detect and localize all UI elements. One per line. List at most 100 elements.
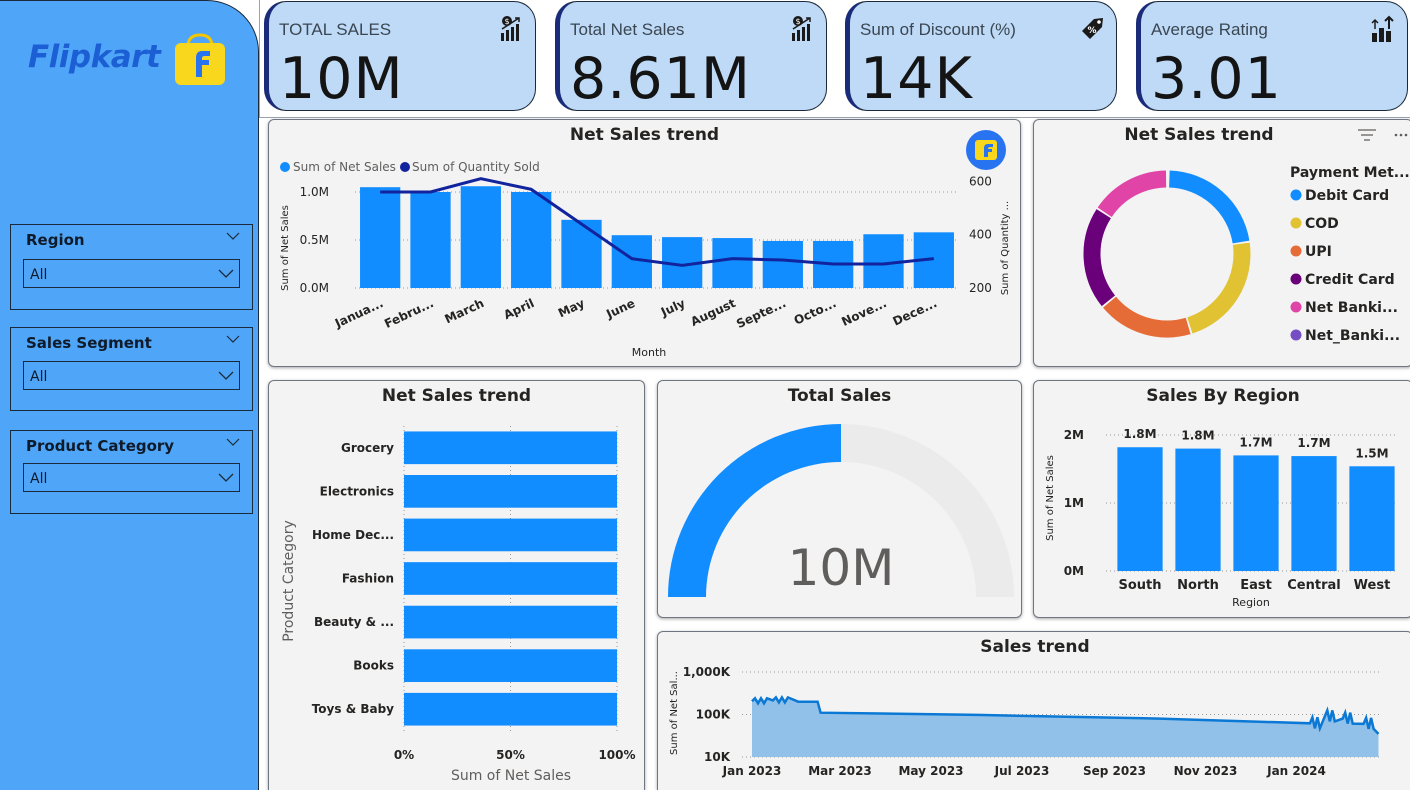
data-label: 1.8M [1181,429,1214,443]
donut-slice[interactable] [1083,209,1116,307]
panel-title: Sales trend [980,637,1090,657]
donut-slice[interactable] [1097,170,1167,218]
brand-logo-text: Flipkart [28,39,161,75]
donut-slice[interactable] [1187,242,1251,334]
chevron-down-icon [218,269,234,278]
bar-net-sales[interactable] [561,219,602,288]
donut-slice[interactable] [1168,170,1250,244]
gauge-fill [668,424,841,597]
chart-coin-icon: $ [501,16,520,41]
kpi-card-total-net-sales[interactable]: Total Net Sales 8.61M $ [555,1,827,112]
y-axis-title: Sum of Net Sal... [669,671,680,755]
chevron-down-icon [218,473,234,482]
line-quantity-sold[interactable] [380,177,934,267]
x-tick-label: March [442,296,486,326]
growth-bars-icon [1371,15,1394,42]
y-axis-title-right: Sum of Quantity ... [1000,201,1011,295]
x-tick-label: Nove... [839,296,888,329]
bar-category[interactable] [404,562,617,595]
bar-net-sales[interactable] [460,186,501,288]
bar-region[interactable] [1291,456,1337,571]
legend-dot-net-sales [280,162,290,172]
y-axis-title: Product Category [281,520,297,642]
x-tick-label: Mar 2023 [808,764,872,778]
chevron-down-icon[interactable] [226,437,240,447]
y-axis-title: Sum of Net Sales [1045,455,1056,541]
bar-category[interactable] [404,431,617,465]
legend-dot [1290,301,1302,313]
bar-net-sales[interactable] [511,192,552,288]
area-chart: Sum of Net Sal... 1,000K 100K 10K Jan 2023… [669,665,1380,778]
bar-category[interactable] [404,605,617,639]
bar-region[interactable] [1175,448,1221,571]
legend-dot [1290,245,1302,257]
y-tick-label-left: 0.5M [300,233,329,247]
y-tick-label: Books [353,659,394,673]
x-tick-label: Dece... [891,296,940,329]
bar-region[interactable] [1349,466,1395,571]
data-label: 1.8M [1123,427,1156,441]
category-bar-panel[interactable]: Net Sales trend Product Category Sum of … [268,380,645,790]
y-tick-label-left: 0.0M [300,281,329,295]
total-sales-gauge-panel[interactable]: Total Sales 10M [657,380,1022,618]
chart-coin-icon: $ [792,16,811,41]
x-tick-label: East [1240,578,1272,593]
sales-segment-dropdown[interactable]: All [23,361,240,390]
x-tick-label: West [1354,578,1391,593]
net-sales-trend-combo-panel[interactable]: Net Sales trend Sum of Net Sales Sum of … [268,119,1021,367]
x-tick-label: June [603,296,637,322]
y-tick-label: Toys & Baby [312,702,394,716]
sales-trend-area-panel[interactable]: Sales trend Sum of Net Sal... 1,000K 100K… [657,631,1410,790]
bar-category[interactable] [404,518,617,552]
category-bar-chart: Product Category Sum of Net Sales 0% 50% 1… [281,426,636,784]
bar-net-sales[interactable] [762,240,803,288]
panel-title: Sales By Region [1146,386,1300,406]
region-bar-chart: Sum of Net Sales Region 2M 1M 0M 1.8M South… [1045,427,1396,609]
y-tick-label-right: 200 [969,281,992,295]
region-dropdown[interactable]: All [23,259,240,288]
bar-net-sales[interactable] [360,187,401,288]
bar-net-sales[interactable] [410,192,451,288]
panel-title: Net Sales trend [381,386,532,406]
payment-method-donut-panel[interactable]: Net Sales trend Payment Met... Debit Car… [1033,119,1410,367]
kpi-card-discount[interactable]: Sum of Discount (%) 14K % [845,1,1117,112]
legend-dot [1290,217,1302,229]
filter-icon[interactable] [1358,129,1376,141]
bar-category[interactable] [404,475,617,508]
combo-chart: Sum of Net Sales Sum of Quantity Sold Su… [280,130,1011,359]
kpi-title: TOTAL SALES [279,20,392,39]
kpi-card-total-sales[interactable]: TOTAL SALES 10M $ [264,1,536,112]
bar-net-sales[interactable] [712,238,753,288]
bar-category[interactable] [404,692,617,726]
bar-category[interactable] [404,649,617,682]
gauge-value: 10M [788,539,895,597]
chevron-down-icon[interactable] [226,231,240,241]
area-fill [752,697,1379,757]
sales-segment-dropdown-value: All [30,369,48,385]
more-options-icon[interactable] [1394,133,1408,137]
sales-segment-slicer-title: Sales Segment [26,334,152,352]
data-label: 1.7M [1297,436,1330,450]
y-tick-label: Fashion [342,572,394,586]
sidebar: Flipkart Region All Sales Segment All [0,0,259,790]
chevron-down-icon[interactable] [226,334,240,344]
product-category-dropdown[interactable]: All [23,463,240,492]
x-tick-label: Febru... [382,296,436,331]
kpi-value: 3.01 [1151,46,1282,112]
data-label: 1.5M [1355,446,1388,460]
legend-dot [1290,273,1302,285]
donut-slice[interactable] [1103,296,1191,338]
y-tick-label-right: 600 [969,174,992,188]
y-tick-label: Beauty & ... [314,615,394,629]
product-category-dropdown-value: All [30,471,48,487]
x-tick-label: 50% [496,748,525,762]
region-dropdown-value: All [30,267,48,283]
kpi-card-average-rating[interactable]: Average Rating 3.01 [1136,1,1408,112]
bar-region[interactable] [1117,447,1163,571]
sales-by-region-panel[interactable]: Sales By Region Sum of Net Sales Region … [1033,380,1410,618]
x-tick-label: Central [1287,578,1340,593]
legend-label: UPI [1305,244,1332,260]
x-tick-label: Jan 2023 [722,764,782,778]
bar-region[interactable] [1233,455,1279,571]
y-tick-label: Electronics [320,484,394,498]
